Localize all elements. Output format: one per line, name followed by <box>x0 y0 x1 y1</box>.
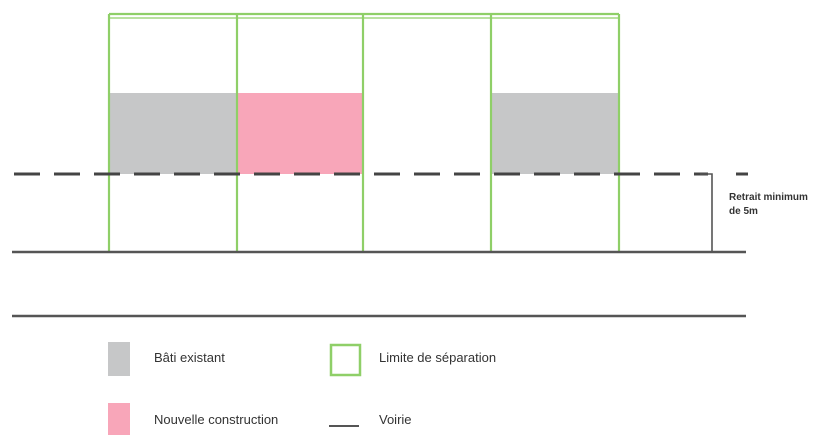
legend-existing-swatch <box>108 342 130 376</box>
setback-annotation-line1: Retrait minimum <box>729 192 808 203</box>
existing-building-left <box>109 93 237 174</box>
setback-annotation-line2: de 5m <box>729 206 758 217</box>
legend-boundary-swatch <box>329 343 362 377</box>
legend-road-label: Voirie <box>379 412 412 427</box>
setback-dimension-bracket <box>700 173 713 252</box>
setback-annotation: Retrait minimum de 5m <box>729 191 808 219</box>
legend-boundary-label: Limite de séparation <box>379 350 497 365</box>
existing-building-right <box>491 93 619 174</box>
legend-new-label: Nouvelle construction <box>154 412 279 427</box>
legend-existing-label: Bâti existant <box>154 350 225 365</box>
legend-new-swatch <box>108 403 130 435</box>
new-construction <box>237 93 363 174</box>
property-boundaries <box>107 12 621 252</box>
